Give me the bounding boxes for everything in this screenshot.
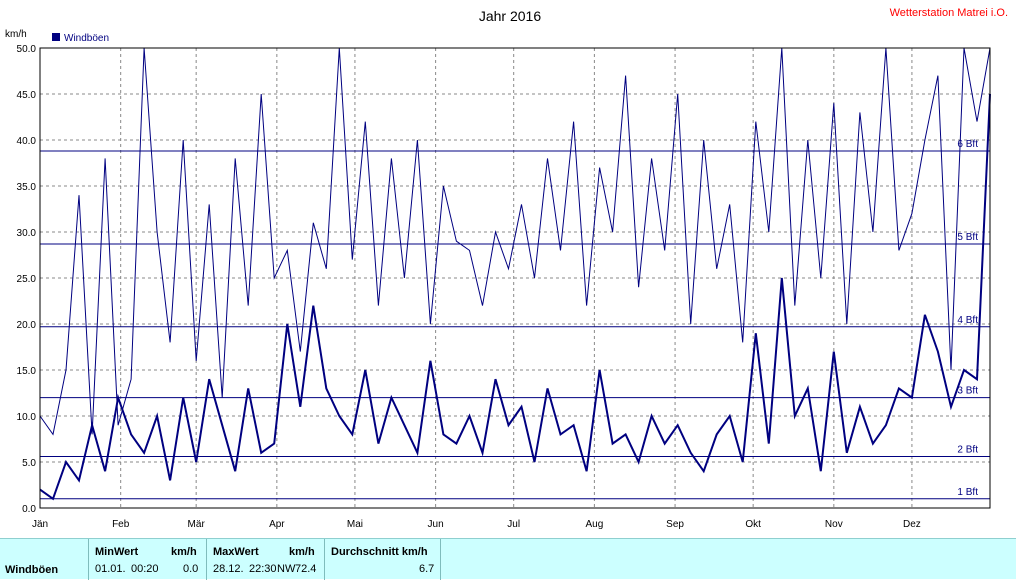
x-tick-labels: Jän Feb Mär Apr Mai Jun Jul Aug Sep Okt Nov Dez [32,519,921,530]
x-tick-label: Jul [507,519,520,530]
min-header: MinWert [95,546,139,558]
y-tick-labels: 0.0 5.0 10.0 15.0 20.0 25.0 30.0 35.0 40.0 45.0 50… [17,44,37,515]
y-tick-label: 10.0 [17,412,37,423]
series-line-gust-peaks [39,47,991,436]
x-tick-label: Mär [188,519,206,530]
plot-frame [39,47,991,509]
min-value: 0.0 [183,563,199,575]
min-column: MinWert km/h 01.01. 00:20 0.0 [88,539,206,580]
x-tick-label: Apr [269,519,285,530]
legend-label: Windböen [64,33,109,44]
beaufort-label: 3 Bft [957,386,978,397]
x-tick-label: Mai [347,519,363,530]
y-tick-label: 50.0 [17,44,37,55]
max-direction: NW [277,563,296,575]
series-lines [39,47,991,501]
average-value: 6.7 [419,563,435,575]
max-date: 28.12. [213,563,244,575]
y-tick-label: 40.0 [17,136,37,147]
x-tick-label: Okt [745,519,761,530]
beaufort-lines: 1 Bft 2 Bft 3 Bft 4 Bft 5 Bft 6 Bft [40,139,990,500]
beaufort-label: 6 Bft [957,139,978,150]
y-tick-label: 15.0 [17,366,37,377]
y-tick-label: 30.0 [17,228,37,239]
beaufort-label: 5 Bft [957,232,978,243]
max-time: 22:30 [249,563,277,575]
wind-gust-chart: Jahr 2016 Wetterstation Matrei i.O. km/h… [0,0,1016,538]
y-tick-label: 5.0 [22,458,36,469]
stats-row-label: Windböen [5,564,59,576]
y-tick-label: 20.0 [17,320,37,331]
y-axis-unit: km/h [5,29,27,40]
legend-swatch [52,33,60,41]
beaufort-label: 4 Bft [957,315,978,326]
max-unit: km/h [289,546,315,558]
station-name: Wetterstation Matrei i.O. [890,7,1008,19]
max-column: MaxWert km/h 28.12. 22:30 NW 72.4 [206,539,324,580]
x-tick-label: Aug [585,519,603,530]
max-value: 72.4 [295,563,317,575]
stats-bar: Windböen MinWert km/h 01.01. 00:20 0.0 M… [0,538,1016,580]
x-tick-label: Sep [666,519,684,530]
min-time: 00:20 [131,563,159,575]
x-tick-label: Feb [112,519,130,530]
y-tick-label: 45.0 [17,90,37,101]
y-tick-label: 25.0 [17,274,37,285]
beaufort-label: 2 Bft [957,444,978,455]
y-tick-label: 35.0 [17,182,37,193]
min-date: 01.01. [95,563,126,575]
average-header: Durchschnitt km/h [331,546,428,558]
average-column: Durchschnitt km/h 6.7 [324,539,441,580]
x-tick-label: Jän [32,519,48,530]
max-header: MaxWert [213,546,259,558]
x-tick-label: Jun [428,519,444,530]
x-tick-label: Dez [903,519,921,530]
chart-background [0,0,1016,538]
chart-title: Jahr 2016 [479,8,541,24]
x-tick-label: Nov [825,519,843,530]
beaufort-label: 1 Bft [957,487,978,498]
min-unit: km/h [171,546,197,558]
series-line-gust-base [39,93,991,501]
y-tick-label: 0.0 [22,504,36,515]
